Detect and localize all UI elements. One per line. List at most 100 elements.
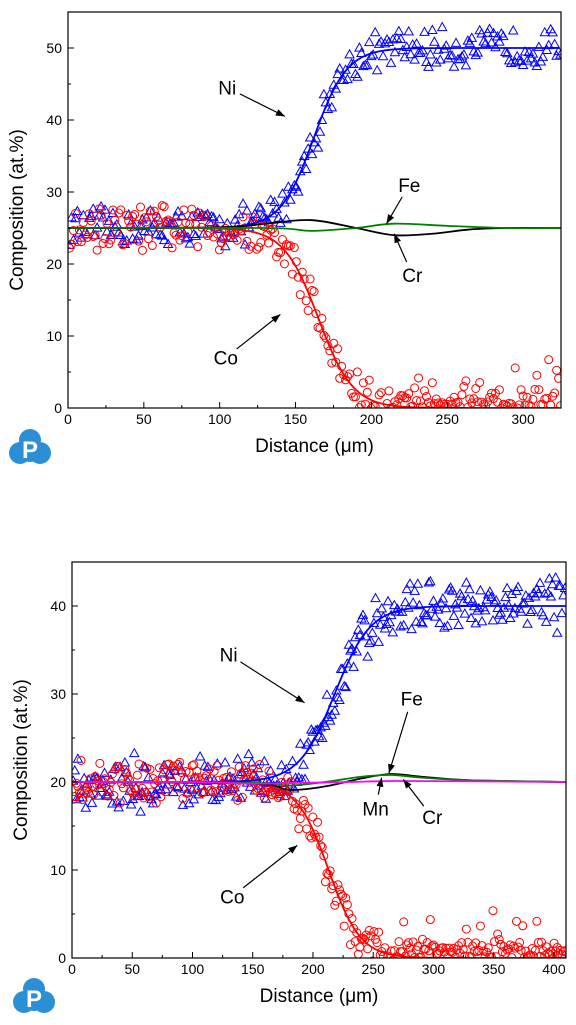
- marker-co: [342, 900, 352, 910]
- marker-ni: [499, 46, 511, 57]
- marker-ni: [168, 217, 180, 228]
- marker-ni: [464, 37, 476, 47]
- marker-ni: [182, 786, 193, 797]
- marker-co: [118, 240, 128, 250]
- marker-co: [276, 248, 286, 258]
- marker-ni: [458, 49, 470, 59]
- marker-co: [172, 783, 182, 793]
- marker-ni: [363, 36, 375, 47]
- marker-ni: [302, 736, 314, 747]
- marker-ni: [135, 806, 146, 816]
- marker-ni: [314, 126, 326, 136]
- series-ni-fit: [68, 47, 560, 229]
- marker-co: [511, 916, 521, 926]
- marker-co: [186, 785, 196, 795]
- marker-ni: [253, 201, 265, 211]
- marker-co: [516, 385, 526, 395]
- marker-ni: [177, 799, 189, 809]
- marker-ni: [520, 590, 532, 600]
- marker-ni: [352, 71, 363, 81]
- marker-co: [203, 231, 213, 241]
- series-mn-line: [72, 780, 566, 785]
- y-tick-label: 50: [46, 40, 62, 56]
- marker-co: [264, 238, 274, 248]
- x-tick-label: 0: [68, 961, 76, 977]
- marker-ni: [229, 214, 241, 224]
- annotation-label-co: Co: [214, 349, 238, 370]
- annotation-arrow: [240, 661, 305, 704]
- marker-co: [433, 398, 443, 408]
- marker-ni: [387, 626, 399, 637]
- marker-co: [327, 358, 337, 368]
- marker-ni: [241, 205, 253, 215]
- marker-co: [292, 805, 302, 815]
- x-tick-label: 400: [542, 961, 566, 977]
- x-tick-label: 100: [181, 961, 205, 977]
- annotations: Ni Fe Mn Cr Co: [220, 645, 443, 908]
- chart-bottom: 0 50 100 150 200 250 300 350 400 0 10 20 30 40 Distanc…: [11, 561, 567, 1013]
- marker-co: [291, 799, 301, 809]
- marker-ni: [381, 618, 392, 629]
- marker-ni: [525, 52, 537, 63]
- marker-co: [421, 392, 431, 402]
- marker-co: [384, 386, 394, 396]
- marker-co: [289, 243, 299, 253]
- annotation-arrow: [236, 313, 281, 350]
- marker-ni: [298, 759, 309, 769]
- marker-ni: [501, 582, 513, 593]
- marker-co: [428, 940, 438, 950]
- marker-ni: [324, 715, 336, 725]
- marker-ni: [382, 595, 394, 606]
- marker-co: [298, 795, 308, 805]
- marker-ni: [304, 131, 316, 142]
- plot-area: [68, 21, 561, 408]
- marker-co: [358, 933, 368, 943]
- marker-co: [179, 775, 189, 785]
- marker-co: [94, 204, 104, 214]
- marker-ni: [476, 615, 488, 626]
- marker-ni: [373, 636, 384, 646]
- marker-co: [353, 949, 363, 958]
- marker-ni: [430, 56, 442, 67]
- marker-ni: [119, 756, 131, 767]
- y-tick-label: 40: [50, 598, 66, 614]
- marker-co: [143, 792, 153, 802]
- marker-co: [254, 242, 264, 252]
- marker-ni: [357, 60, 369, 71]
- annotation-label-fe: Fe: [398, 176, 420, 197]
- marker-co: [143, 234, 153, 244]
- marker-ni: [507, 607, 519, 618]
- marker-ni: [547, 26, 559, 37]
- annotation-label-mn: Mn: [362, 799, 388, 820]
- marker-ni: [540, 616, 552, 626]
- marker-ni: [376, 602, 388, 613]
- marker-ni: [252, 762, 264, 773]
- marker-co: [540, 394, 550, 404]
- marker-ni: [523, 592, 535, 602]
- marker-co: [72, 237, 82, 247]
- marker-co: [414, 373, 424, 383]
- marker-co: [281, 240, 291, 250]
- marker-ni: [419, 26, 430, 36]
- marker-ni: [332, 68, 344, 79]
- x-axis-label: Distance (μm): [255, 436, 374, 457]
- marker-ni: [168, 786, 179, 797]
- marker-ni: [318, 88, 330, 99]
- marker-co: [175, 757, 185, 767]
- marker-ni: [434, 617, 446, 628]
- marker-co: [515, 937, 525, 947]
- x-axis: 0 50 100 150 200 250 300: [64, 402, 535, 427]
- marker-ni: [417, 617, 428, 628]
- plot-area: [72, 572, 566, 958]
- marker-ni: [146, 793, 157, 804]
- marker-ni: [107, 798, 118, 808]
- marker-ni: [498, 602, 510, 612]
- marker-ni: [133, 230, 144, 240]
- marker-ni: [423, 61, 434, 71]
- marker-co: [233, 795, 243, 805]
- marker-ni: [365, 635, 377, 645]
- annotation-label-cr: Cr: [402, 266, 423, 287]
- marker-ni: [456, 50, 468, 61]
- marker-ni: [479, 604, 491, 615]
- marker-ni: [404, 578, 416, 588]
